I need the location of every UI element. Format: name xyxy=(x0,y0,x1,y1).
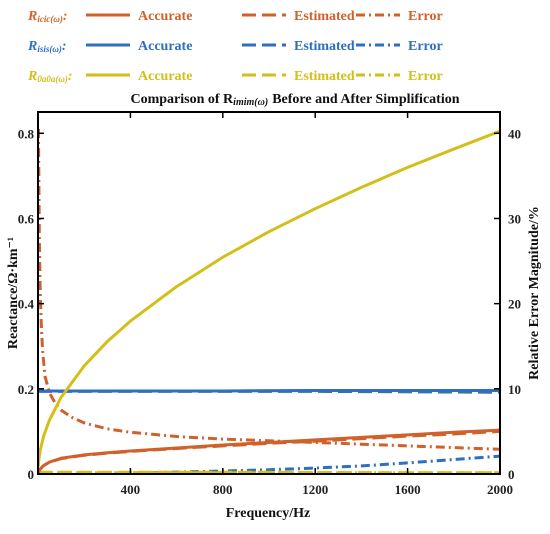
series-layer xyxy=(38,129,500,474)
x-tick-label: 1600 xyxy=(395,482,421,497)
legend-group-name: Ricic(ω): xyxy=(27,9,68,24)
series-line-2-accurate xyxy=(38,131,500,466)
legend-label-solid: Accurate xyxy=(138,69,192,84)
x-tick-label: 400 xyxy=(121,482,141,497)
legend-label-dashed: Estimated xyxy=(294,69,355,84)
legend-group-name: R0a0a(ω): xyxy=(27,69,73,84)
y-right-tick-label: 40 xyxy=(508,126,521,141)
legend-label-dashdot: Error xyxy=(408,69,443,84)
plot-frame xyxy=(38,112,500,474)
legend-label-dashdot: Error xyxy=(408,9,443,24)
chart-title-subscript: imim(ω) xyxy=(233,97,268,108)
series-line-0-error xyxy=(38,129,500,449)
x-tick-label: 1200 xyxy=(302,482,328,497)
legend-label-dashed: Estimated xyxy=(294,9,355,24)
chart-title-suffix: Before and After Simplification xyxy=(272,92,460,107)
y-left-tick-label: 0.2 xyxy=(18,382,34,397)
y-right-tick-label: 30 xyxy=(508,211,521,226)
y-axis-left-title: Reactance/Ω·km⁻¹ xyxy=(6,237,21,349)
y-left-tick-label: 0.8 xyxy=(18,126,35,141)
legend-label-dashed: Estimated xyxy=(294,39,355,54)
legend-group-name: Risis(ω): xyxy=(27,39,67,54)
legend-label-solid: Accurate xyxy=(138,39,192,54)
x-axis-title: Frequency/Hz xyxy=(226,506,311,521)
legend-label-solid: Accurate xyxy=(138,9,192,24)
y-right-tick-label: 0 xyxy=(508,467,515,482)
legend: Ricic(ω): Accurate Estimated Error Risis(ω):… xyxy=(27,9,443,84)
y-right-tick-label: 20 xyxy=(508,297,521,312)
x-tick-label: 800 xyxy=(213,482,233,497)
y-axis-right-title: Relative Error Magnitude/% xyxy=(527,206,542,380)
y-right-tick-label: 10 xyxy=(508,382,521,397)
chart-title: Comparison of Rimim(ω) Before and After S… xyxy=(131,92,460,108)
chart-title-main: Comparison of R xyxy=(131,92,235,107)
series-line-0-accurate xyxy=(38,430,500,473)
x-tick-label: 2000 xyxy=(487,482,513,497)
legend-label-dashdot: Error xyxy=(408,39,443,54)
y-left-tick-label: 0 xyxy=(28,467,35,482)
y-left-tick-label: 0.6 xyxy=(18,211,35,226)
